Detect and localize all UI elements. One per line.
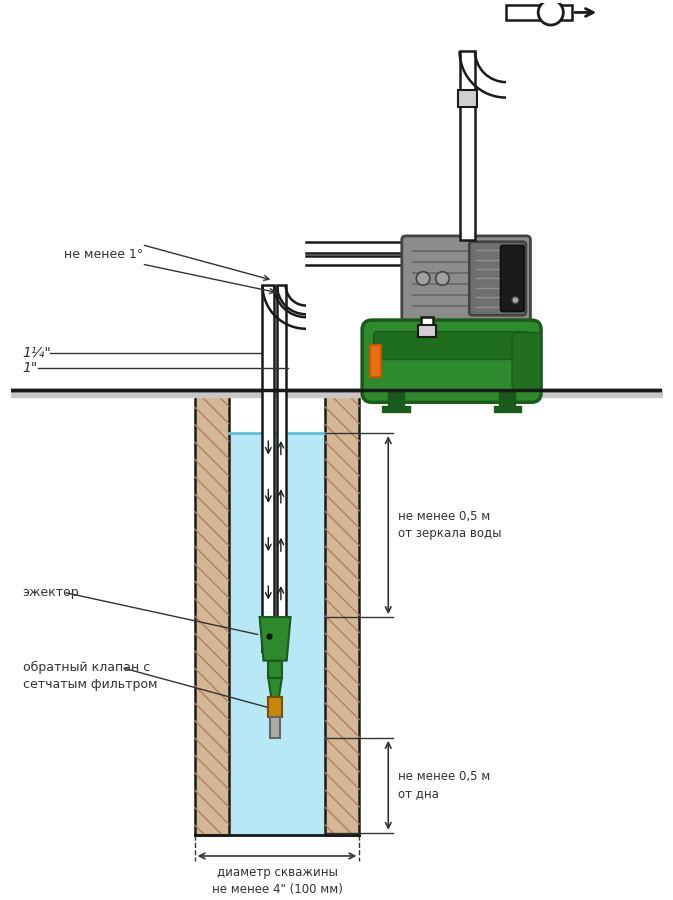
Circle shape bbox=[538, 0, 563, 25]
Bar bbox=[382, 406, 410, 412]
FancyBboxPatch shape bbox=[512, 333, 541, 390]
Bar bbox=[325, 390, 359, 834]
Text: обратный клапан с
сетчатым фильтром: обратный клапан с сетчатым фильтром bbox=[23, 661, 157, 690]
Text: 1": 1" bbox=[23, 362, 38, 375]
Circle shape bbox=[512, 297, 519, 303]
Bar bbox=[229, 433, 325, 834]
Text: диаметр скважины
не менее 4" (100 мм): диаметр скважины не менее 4" (100 мм) bbox=[211, 866, 343, 896]
Bar bbox=[499, 391, 515, 408]
Bar bbox=[262, 617, 274, 651]
Text: не менее 0,5 м
от дна: не менее 0,5 м от дна bbox=[398, 770, 490, 800]
Bar bbox=[194, 390, 229, 834]
FancyBboxPatch shape bbox=[362, 320, 541, 402]
Bar bbox=[271, 716, 280, 738]
Bar bbox=[262, 285, 274, 651]
Bar bbox=[269, 698, 282, 716]
Bar bbox=[421, 317, 433, 335]
FancyBboxPatch shape bbox=[469, 242, 526, 315]
Text: не менее 1°: не менее 1° bbox=[64, 248, 143, 261]
Text: эжектор: эжектор bbox=[23, 587, 79, 599]
Circle shape bbox=[435, 272, 449, 285]
Text: не менее 0,5 м
от зеркала воды: не менее 0,5 м от зеркала воды bbox=[398, 510, 501, 540]
Polygon shape bbox=[260, 617, 291, 661]
Bar bbox=[277, 285, 286, 651]
FancyBboxPatch shape bbox=[501, 246, 524, 311]
Bar bbox=[418, 325, 435, 337]
Circle shape bbox=[417, 272, 430, 285]
Bar bbox=[494, 406, 521, 412]
Polygon shape bbox=[269, 678, 282, 698]
FancyBboxPatch shape bbox=[374, 332, 530, 359]
Bar bbox=[506, 4, 572, 20]
Bar bbox=[269, 661, 282, 678]
Bar bbox=[277, 617, 286, 651]
Bar bbox=[370, 346, 382, 377]
Bar bbox=[458, 90, 477, 107]
Text: 1¼": 1¼" bbox=[23, 346, 51, 360]
Bar bbox=[460, 51, 475, 239]
FancyBboxPatch shape bbox=[402, 236, 530, 321]
Bar bbox=[388, 391, 404, 408]
